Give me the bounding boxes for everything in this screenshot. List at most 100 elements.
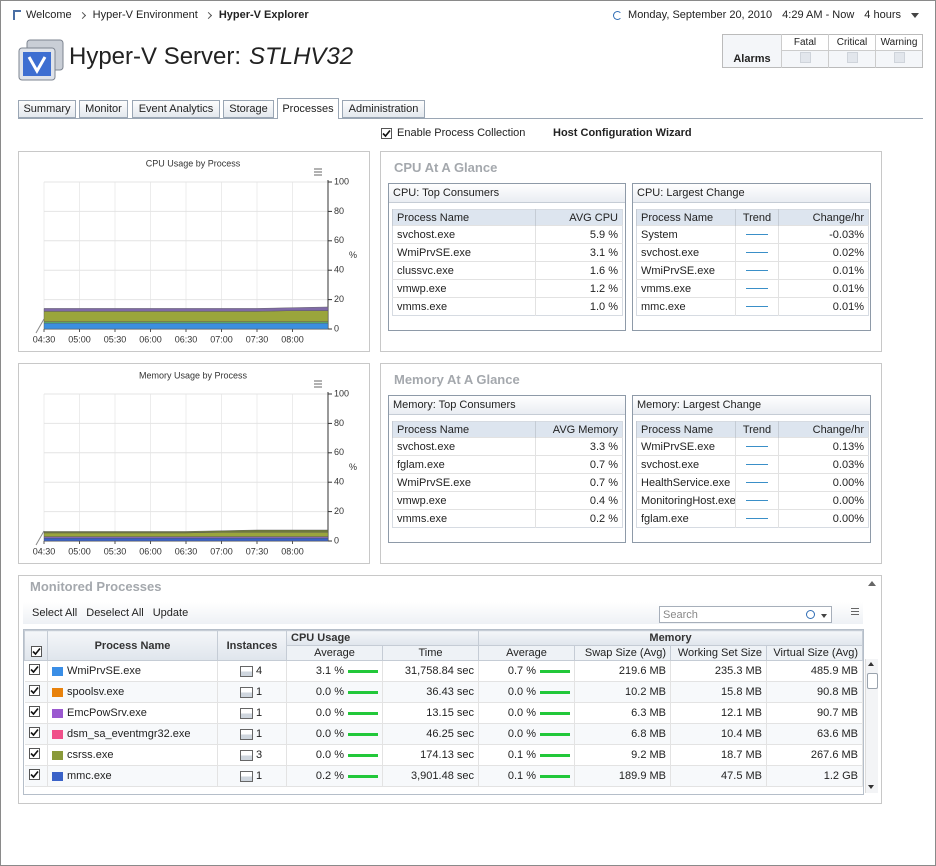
metric-cell: 267.6 MB [766, 744, 863, 766]
glance-header-row: Process Name AVG CPU [392, 209, 623, 226]
checkbox[interactable] [28, 769, 40, 780]
area [43, 536, 329, 539]
tab[interactable]: Storage [223, 100, 274, 118]
column-header[interactable]: Swap Size (Avg) [574, 645, 671, 661]
y-tick-label: 0 [334, 323, 339, 333]
select-all-cell [24, 630, 48, 661]
glance-table-title: CPU: Largest Change [633, 184, 870, 203]
group-header: CPU Usage [286, 630, 479, 646]
process-name[interactable]: mmc.exe [67, 770, 112, 782]
trend-line [746, 234, 768, 236]
glance-table: Process Name Trend Change/hr System -0.03% sv… [636, 209, 869, 316]
tab[interactable]: Monitor [79, 100, 128, 118]
metric-text: 219.6 MB [618, 665, 666, 677]
alarm-indicator[interactable] [846, 52, 858, 63]
metric-text: 36.43 sec [426, 686, 474, 698]
metric-cell: 10.4 MB [670, 723, 767, 745]
metric-text: 15.8 MB [721, 686, 762, 698]
toolbar-action[interactable]: Deselect All [86, 607, 144, 619]
metric-text: 189.9 MB [618, 770, 666, 782]
process-name[interactable]: EmcPowSrv.exe [67, 707, 147, 719]
glance-header: Process Name [636, 209, 736, 226]
checkbox-frame [28, 748, 40, 759]
chart-title: Memory Usage by Process [139, 370, 248, 380]
column-header[interactable]: Process Name [47, 630, 218, 661]
alarm-indicator[interactable] [893, 52, 905, 63]
metric-value: 3.1 % [535, 243, 623, 262]
scrollbar[interactable] [865, 659, 878, 793]
time-range[interactable]: 4:29 AM - Now [782, 9, 855, 21]
process-name[interactable]: WmiPrvSE.exe [67, 665, 141, 677]
checkbox[interactable] [28, 748, 40, 759]
instances-count: 4 [256, 665, 263, 677]
glance-header: Process Name [392, 421, 536, 438]
column-header[interactable]: Working Set Size [670, 645, 767, 661]
tab[interactable]: Summary [18, 100, 76, 118]
process-row: EmcPowSrv.exe 1 0.0 % 13.15 sec 0.0 % 6.3 MB 1… [24, 702, 863, 724]
menu-icon-line [851, 614, 859, 615]
column-header[interactable]: Average [478, 645, 575, 661]
process-name[interactable]: csrss.exe [67, 749, 114, 761]
tab[interactable]: Administration [342, 100, 425, 118]
x-axis-depth [35, 318, 45, 334]
checkbox[interactable] [28, 664, 40, 675]
metric-value: 0.2 % [535, 509, 623, 528]
collapse-arrow[interactable] [868, 581, 876, 586]
instances-count: 1 [256, 707, 263, 719]
trend-cell [735, 279, 779, 298]
checkbox[interactable] [30, 646, 42, 657]
checkbox[interactable] [28, 706, 40, 717]
scroll-down[interactable] [868, 785, 874, 789]
tab[interactable]: Processes [277, 98, 339, 119]
check-mark [29, 770, 39, 779]
trend-line [746, 518, 768, 520]
enable-collection-label[interactable]: Enable Process Collection [397, 127, 526, 139]
glance-row: vmms.exe 0.2 % [392, 509, 623, 528]
process-name[interactable]: spoolsv.exe [67, 686, 125, 698]
toolbar-action[interactable]: Update [152, 607, 189, 619]
time-duration[interactable]: 4 hours [864, 9, 901, 21]
trend-line [746, 288, 768, 290]
usage-bar [540, 711, 570, 715]
separator [78, 11, 86, 19]
process-name[interactable]: dsm_sa_eventmgr32.exe [67, 728, 191, 740]
metric-text: 0.7 % [507, 665, 536, 677]
wizard-link[interactable]: Host Configuration Wizard [553, 127, 692, 139]
search-box[interactable]: Search [659, 606, 832, 623]
column-header[interactable]: Virtual Size (Avg) [766, 645, 863, 661]
metric-cell: 90.8 MB [766, 681, 863, 703]
metric-cell: 3.1 % [286, 660, 383, 682]
area [43, 529, 329, 534]
x-tick-label: 07:00 [210, 334, 233, 344]
glance-table-title: CPU: Top Consumers [389, 184, 625, 203]
scroll-up[interactable] [868, 662, 874, 666]
breadcrumb-item[interactable]: Welcome [26, 9, 72, 21]
scroll-thumb[interactable] [867, 673, 878, 689]
checkbox-frame [28, 727, 40, 738]
tab[interactable]: Event Analytics [132, 100, 220, 118]
checkbox[interactable] [28, 727, 40, 738]
y-unit: % [349, 462, 357, 472]
alarms-column: Warning [875, 34, 923, 51]
dropdown-arrow[interactable] [911, 12, 919, 18]
metric-text: 0.0 % [507, 707, 536, 719]
trend-cell [735, 225, 779, 244]
checkbox[interactable] [28, 685, 40, 696]
breadcrumb-item[interactable]: Hyper-V Environment [92, 9, 198, 21]
check-mark [29, 728, 39, 737]
check-mark [31, 647, 41, 656]
column-header[interactable]: Instances [217, 630, 287, 661]
column-header[interactable]: Time [382, 645, 479, 661]
select-cell [24, 765, 48, 787]
toolbar-bg [23, 602, 863, 624]
column-header[interactable]: Average [286, 645, 383, 661]
usage-bar [540, 690, 570, 694]
select-cell [24, 660, 48, 682]
metric-cell: 18.7 MB [670, 744, 767, 766]
checkbox-frame [28, 769, 40, 780]
metric-value: 0.00% [778, 491, 869, 510]
alarm-indicator[interactable] [799, 52, 811, 63]
checkbox[interactable] [381, 128, 392, 139]
metric-value: -0.03% [778, 225, 869, 244]
toolbar-action[interactable]: Select All [32, 607, 78, 619]
